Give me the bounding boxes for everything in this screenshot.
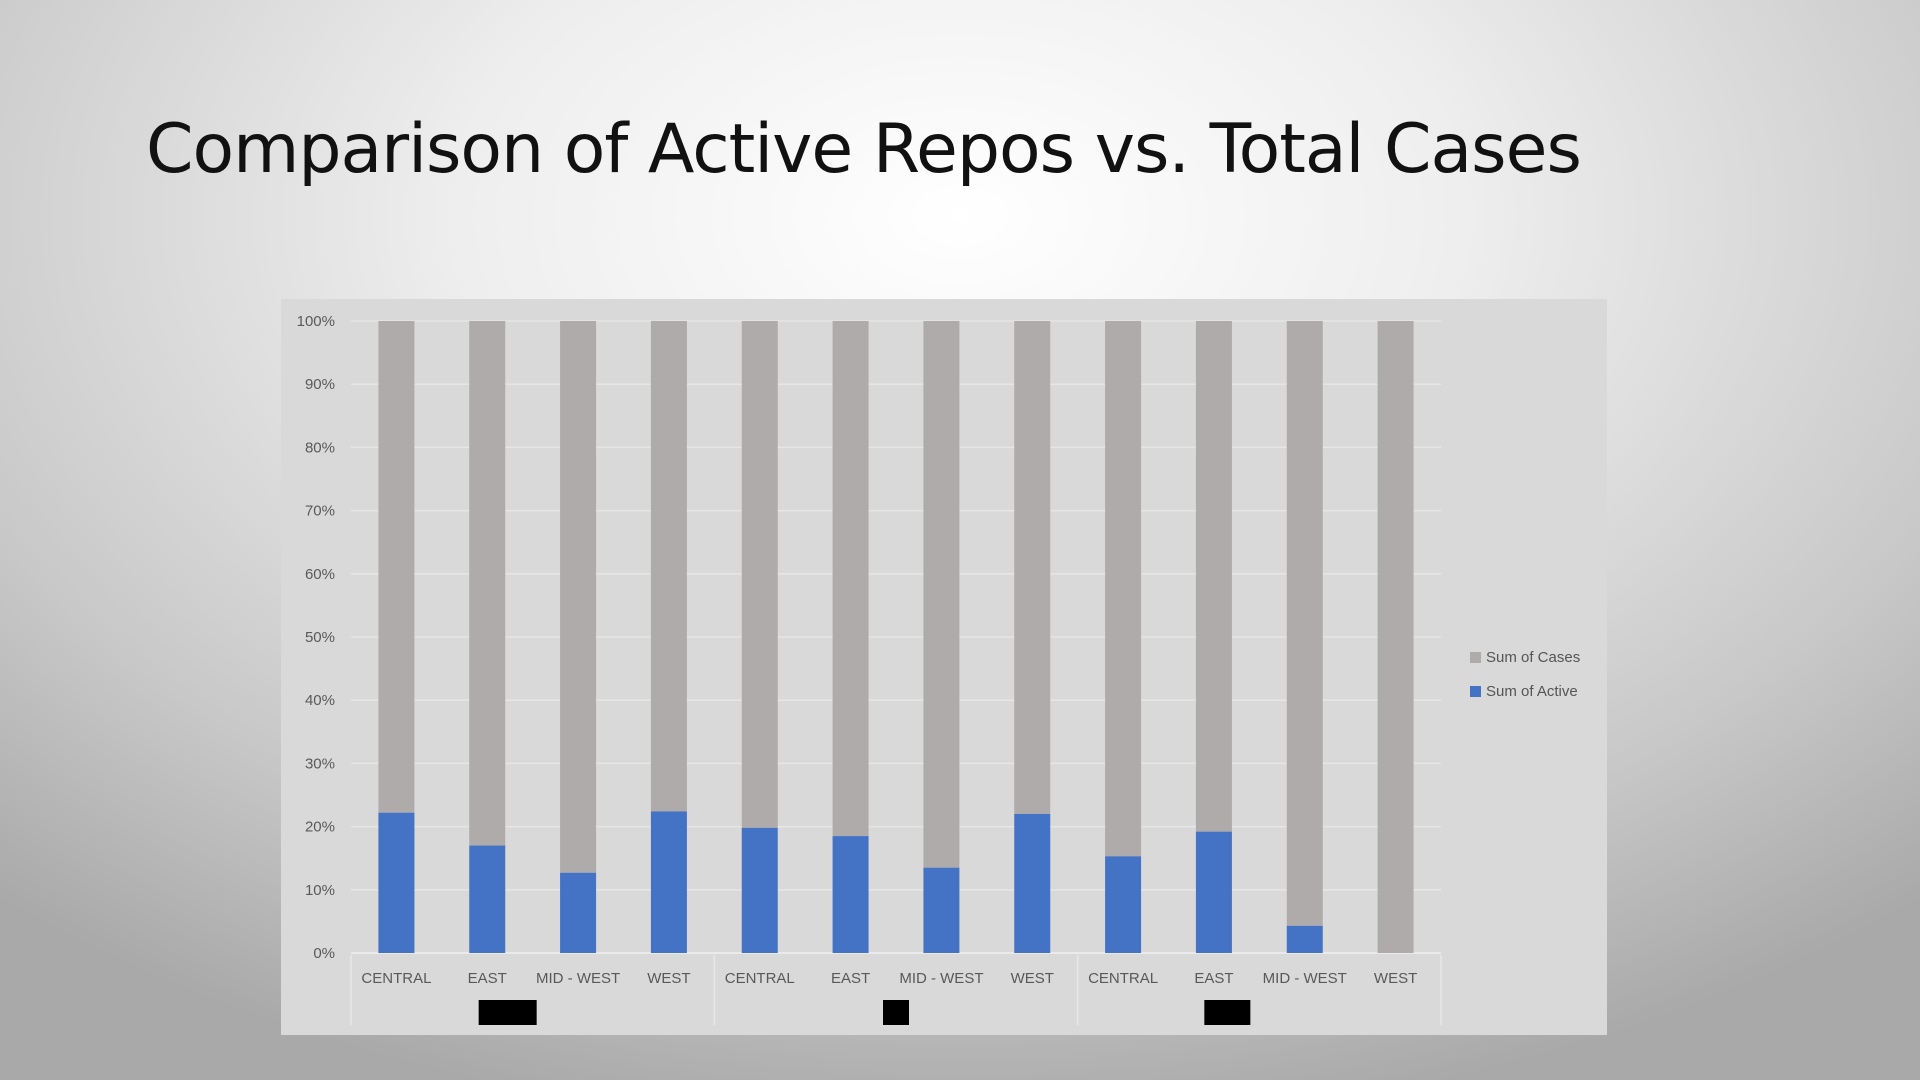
bar-sum-of-active: [1195, 831, 1232, 953]
bar-sum-of-active: [378, 812, 415, 953]
x-category-label: CENTRAL: [1088, 970, 1158, 987]
bar-sum-of-cases: [1286, 321, 1323, 926]
bar-sum-of-cases: [741, 321, 778, 828]
y-tick-label: 100%: [297, 313, 335, 330]
x-category-label: WEST: [1011, 970, 1054, 987]
y-tick-label: 70%: [305, 503, 335, 520]
y-tick-label: 30%: [305, 755, 335, 772]
legend-label-active: Sum of Active: [1486, 682, 1578, 700]
bar-sum-of-active: [650, 811, 687, 953]
bar-sum-of-cases: [469, 321, 506, 846]
legend-item-cases: Sum of Cases: [1470, 640, 1580, 674]
x-category-label: MID - WEST: [1263, 970, 1347, 987]
bar-sum-of-active: [923, 867, 960, 953]
redacted-group-label: [883, 1000, 909, 1025]
y-tick-label: 60%: [305, 566, 335, 583]
bar-sum-of-active: [469, 845, 506, 953]
bar-sum-of-active: [741, 827, 778, 953]
legend-swatch-cases: [1470, 651, 1481, 663]
x-category-label: EAST: [468, 970, 507, 987]
bar-sum-of-active: [1014, 813, 1051, 953]
legend-item-active: Sum of Active: [1470, 674, 1580, 708]
x-category-label: WEST: [647, 970, 690, 987]
bar-sum-of-cases: [832, 321, 869, 837]
redacted-group-label: [1204, 1000, 1251, 1025]
y-tick-label: 40%: [305, 692, 335, 709]
legend-label-cases: Sum of Cases: [1486, 648, 1581, 666]
y-tick-label: 80%: [305, 439, 335, 456]
stacked-bar-chart: 0% 10% 20% 30% 40% 50% 60% 70% 80% 90% 100% CENTRAL…: [297, 313, 1442, 1025]
bar-sum-of-cases: [650, 321, 687, 812]
x-category-label: EAST: [831, 970, 870, 987]
x-category-label: EAST: [1194, 970, 1233, 987]
bar-sum-of-active: [1286, 925, 1323, 953]
bar-sum-of-cases: [1105, 321, 1142, 857]
redacted-group-label: [478, 1000, 537, 1025]
bar-sum-of-cases: [1195, 321, 1232, 832]
x-category-label: MID - WEST: [899, 970, 983, 987]
y-tick-label: 20%: [305, 819, 335, 836]
bar-sum-of-active: [1105, 856, 1142, 953]
bar-sum-of-cases: [1377, 321, 1414, 953]
bar-sum-of-cases: [923, 321, 960, 868]
x-category-label: CENTRAL: [725, 970, 795, 987]
bar-sum-of-active: [560, 872, 597, 953]
y-tick-label: 0%: [313, 945, 335, 962]
bar-sum-of-cases: [560, 321, 597, 873]
bar-sum-of-cases: [1014, 321, 1051, 814]
x-category-label: CENTRAL: [361, 970, 431, 987]
bar-sum-of-active: [832, 836, 869, 953]
x-category-label: WEST: [1374, 970, 1417, 987]
chart-panel: 0% 10% 20% 30% 40% 50% 60% 70% 80% 90% 100% CENTRAL…: [281, 299, 1607, 1035]
chart-legend: Sum of Cases Sum of Active: [1470, 640, 1580, 708]
y-tick-label: 50%: [305, 629, 335, 646]
y-tick-label: 90%: [305, 376, 335, 393]
bar-sum-of-cases: [378, 321, 415, 813]
legend-swatch-active: [1470, 685, 1481, 697]
x-category-label: MID - WEST: [536, 970, 620, 987]
y-tick-label: 10%: [305, 882, 335, 899]
slide-title: Comparison of Active Repos vs. Total Cas…: [146, 110, 1582, 189]
